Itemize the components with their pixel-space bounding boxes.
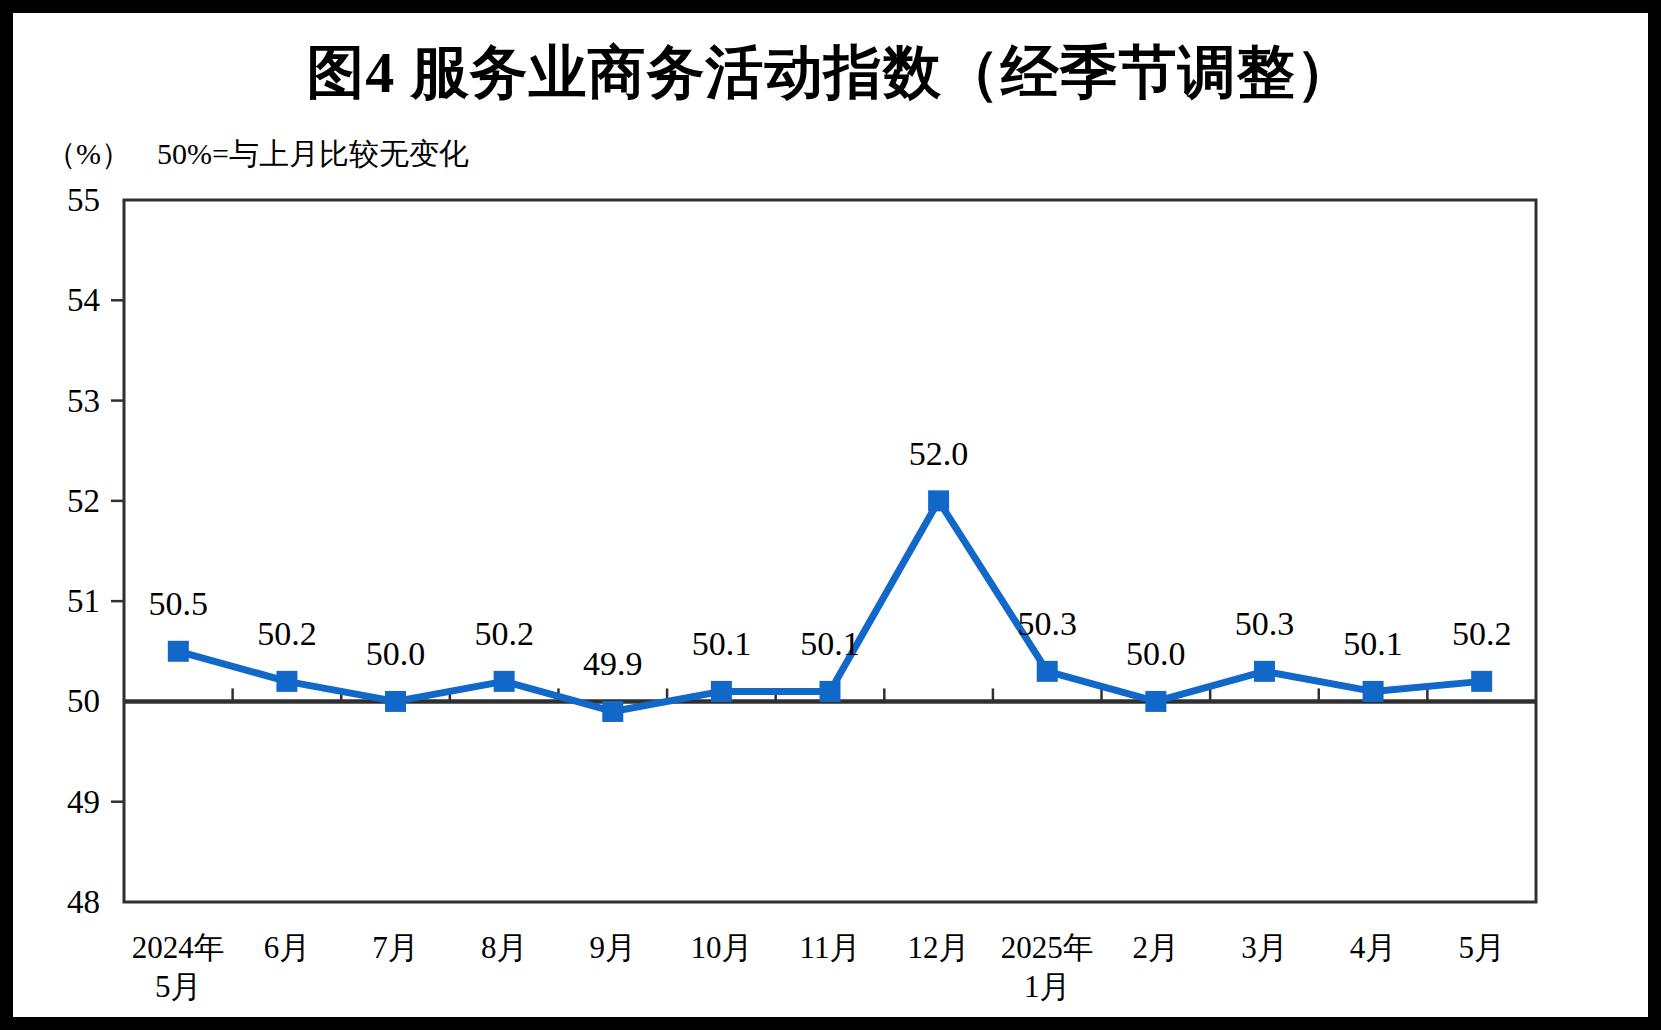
y-axis-unit-note: （%） 50%=与上月比较无变化 <box>46 134 469 175</box>
baseline-note: 50%=与上月比较无变化 <box>157 137 469 170</box>
chart-title: 图4 服务业商务活动指数（经季节调整） <box>0 34 1661 112</box>
unit-label: （%） <box>46 137 131 170</box>
